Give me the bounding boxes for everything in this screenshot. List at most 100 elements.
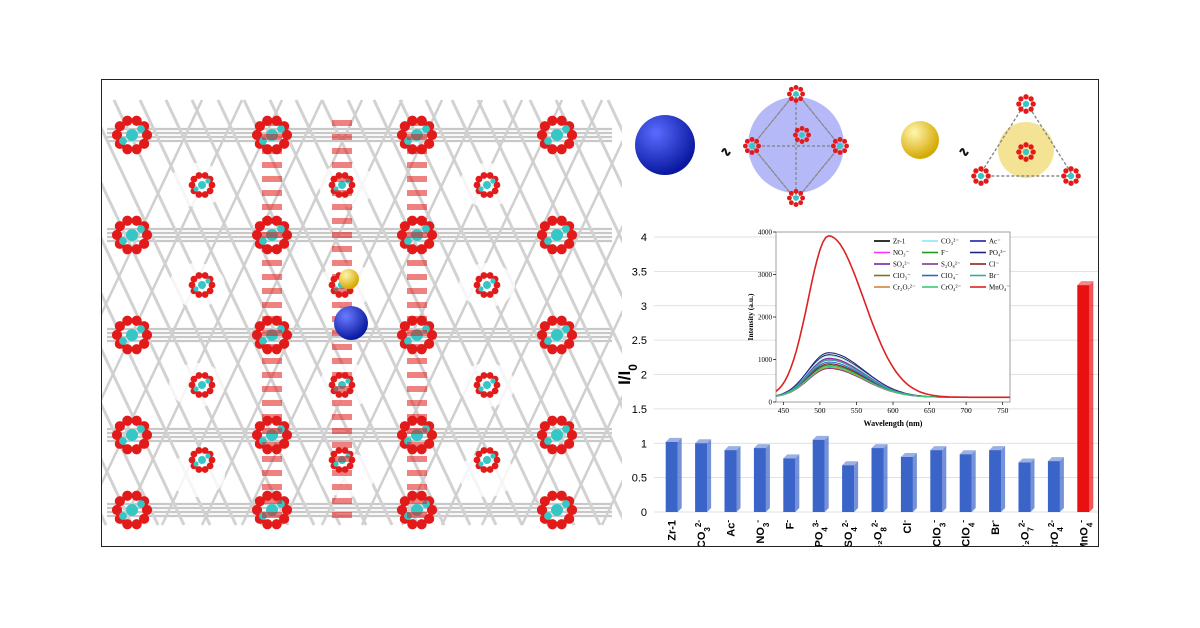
carboxylate-band bbox=[407, 316, 427, 322]
zr-cluster bbox=[536, 115, 578, 155]
bar-side bbox=[912, 453, 917, 512]
bar-top bbox=[783, 454, 800, 459]
zr-atom bbox=[277, 125, 285, 133]
oxygen-atom bbox=[139, 513, 150, 524]
oxygen-atom bbox=[426, 229, 438, 241]
bar bbox=[959, 450, 976, 512]
carboxylate-band bbox=[262, 442, 282, 448]
zr-atom bbox=[338, 181, 346, 189]
carboxylate-band bbox=[407, 344, 427, 350]
oxygen-atom bbox=[556, 444, 567, 455]
oxygen-atom bbox=[188, 281, 196, 289]
x-tick-labels: Zr-1 CO32- Ac- NO3- F- PO43- SO42- S₂O82- Cl- ClO… bbox=[667, 520, 1094, 546]
oxygen-atom bbox=[536, 129, 548, 141]
carboxylate-band bbox=[332, 162, 352, 168]
carboxylate-band bbox=[332, 512, 352, 518]
bar bbox=[665, 437, 682, 512]
bar bbox=[871, 444, 888, 512]
inset-y-tick: 1000 bbox=[758, 356, 773, 364]
oxygen-atom bbox=[251, 329, 263, 341]
zr-atom bbox=[422, 125, 430, 133]
linker-rod bbox=[138, 99, 342, 526]
pore bbox=[169, 363, 225, 407]
zr-cluster bbox=[473, 272, 501, 298]
oxygen-atom bbox=[547, 144, 558, 155]
oxygen-atom bbox=[328, 281, 336, 289]
linker-rod bbox=[102, 291, 212, 526]
oxygen-atom bbox=[131, 215, 142, 226]
oxygen-atom bbox=[141, 429, 153, 441]
bar-top bbox=[753, 444, 770, 449]
oxygen-atom bbox=[480, 447, 488, 454]
bar-side bbox=[707, 439, 712, 512]
carboxylate-band bbox=[407, 260, 427, 266]
carboxylate-band bbox=[332, 204, 352, 210]
bar-top bbox=[871, 444, 888, 449]
oxygen-atom bbox=[195, 466, 203, 473]
oxygen-atom bbox=[547, 244, 558, 255]
carboxylate-band bbox=[262, 302, 282, 308]
bar-side bbox=[883, 444, 888, 512]
carboxylate-band bbox=[332, 358, 352, 364]
oxygen-atom bbox=[491, 287, 499, 295]
zr-atom bbox=[137, 125, 145, 133]
oxygen-atom bbox=[206, 462, 214, 470]
oxygen-atom bbox=[208, 381, 216, 389]
oxygen-atom bbox=[111, 329, 123, 341]
zr-cluster bbox=[536, 315, 578, 355]
oxygen-atom bbox=[396, 129, 408, 141]
y-tick-label: 1 bbox=[641, 438, 647, 450]
zr-atom bbox=[478, 286, 484, 292]
oxygen-atom bbox=[201, 272, 209, 279]
pore bbox=[169, 263, 225, 307]
bar-front bbox=[871, 448, 884, 512]
oxygen-atom bbox=[566, 429, 578, 441]
zr-atom bbox=[119, 337, 127, 345]
y-tick-label: 2 bbox=[641, 370, 647, 382]
x-tick-label: Br- bbox=[988, 520, 1003, 535]
bar-front bbox=[900, 457, 913, 512]
oxygen-atom bbox=[141, 229, 153, 241]
legend-entry: ClO₄⁻ bbox=[922, 272, 959, 280]
oxygen-atom bbox=[473, 456, 481, 464]
oxygen-atom bbox=[114, 496, 125, 507]
zr-atom bbox=[478, 186, 484, 192]
oxygen-atom bbox=[201, 191, 209, 198]
zr-atom bbox=[562, 500, 570, 508]
zr-atom bbox=[119, 137, 127, 145]
carboxylate-band bbox=[407, 470, 427, 476]
oxygen-atom bbox=[208, 281, 216, 289]
carboxylate-band bbox=[332, 120, 352, 126]
carboxylate-band bbox=[332, 134, 352, 140]
oxygen-atom bbox=[556, 344, 567, 355]
oxygen-atom bbox=[536, 329, 548, 341]
legend-label: S₂O₈²⁻ bbox=[941, 261, 961, 269]
oxygen-atom bbox=[473, 281, 481, 289]
y-tick-label: 4 bbox=[641, 232, 647, 244]
bar bbox=[724, 446, 741, 512]
carboxylate-band bbox=[407, 414, 427, 420]
oxygen-atom bbox=[539, 321, 550, 332]
carboxylate-band bbox=[262, 274, 282, 280]
linker-rod bbox=[580, 99, 622, 189]
zr-cluster bbox=[473, 172, 501, 198]
linker-rod bbox=[102, 402, 160, 526]
zr-cluster bbox=[536, 415, 578, 455]
carboxylate-band bbox=[407, 498, 427, 504]
inset-x-axis-label: Wavelength (nm) bbox=[864, 419, 923, 428]
zr-cluster bbox=[536, 490, 578, 530]
linker-rod bbox=[102, 347, 186, 526]
figure-frame: 0 0.5 1 1.5 2 2.5 3 3.5 4 Zr-1 CO32- Ac- NO3- F- PO43… bbox=[101, 79, 1099, 547]
oxygen-atom bbox=[131, 244, 142, 255]
bar-side bbox=[942, 446, 947, 512]
oxygen-atom bbox=[426, 429, 438, 441]
oxygen-atom bbox=[131, 444, 142, 455]
oxygen-atom bbox=[201, 391, 209, 398]
x-tick-label: ClO3- bbox=[929, 520, 947, 546]
x-tick-label: CO32- bbox=[694, 520, 712, 546]
oxygen-atom bbox=[251, 429, 263, 441]
linker-rod bbox=[112, 99, 316, 526]
oxygen-atom bbox=[486, 391, 494, 398]
zr-atom bbox=[478, 386, 484, 392]
legend-entry: Ac⁻ bbox=[970, 238, 1001, 246]
